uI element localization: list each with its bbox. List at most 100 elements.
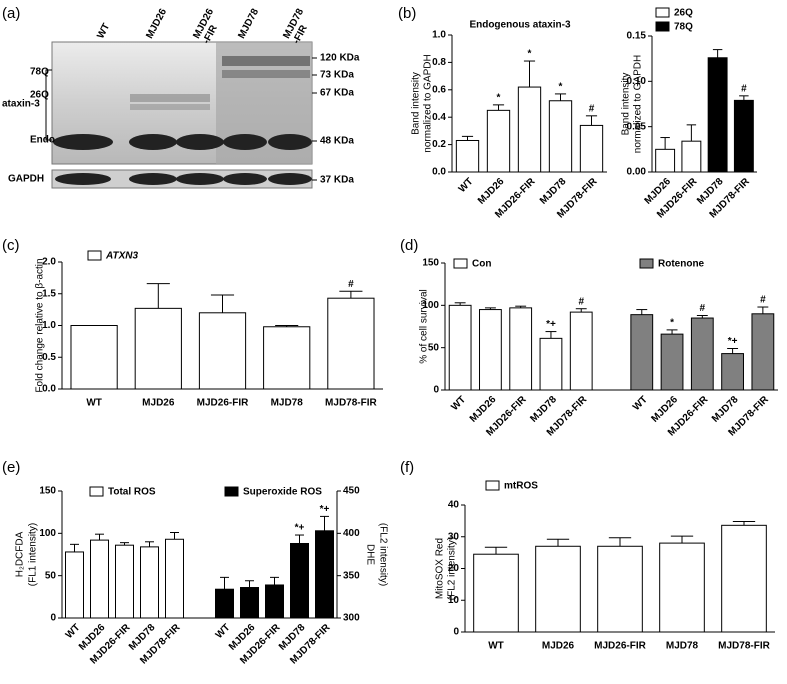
panel-label: (f) — [400, 459, 414, 476]
y-tick-label: 0 — [433, 385, 439, 396]
bar — [733, 99, 754, 173]
control-label: GAPDH — [8, 174, 44, 185]
bar — [660, 333, 684, 391]
bar — [115, 544, 134, 619]
x-tick-label: MJD78-FIR — [325, 398, 377, 409]
legend-label: ATXN3 — [105, 251, 138, 262]
legend-label: 26Q — [674, 8, 693, 19]
y-tick-label: 0.05 — [627, 121, 647, 132]
bar — [539, 337, 563, 391]
legend-swatch — [655, 7, 670, 18]
legend-swatch — [485, 480, 500, 491]
y-tick-label: 2.0 — [42, 257, 56, 268]
bar — [751, 313, 775, 391]
panel-label: (e) — [2, 459, 20, 476]
y-axis-label: Fold change relative to β-actin — [35, 258, 46, 392]
y-tick-label: 40 — [448, 500, 460, 511]
y-tick-label: 50 — [45, 570, 57, 581]
y-tick-label: 150 — [39, 486, 56, 497]
x-tick-label: WT — [86, 398, 102, 409]
marker-label: 67 KDa — [320, 88, 354, 99]
bar — [655, 148, 676, 173]
significance-label: *+ — [728, 336, 738, 347]
lane-label: WT — [95, 22, 112, 41]
legend-label: Con — [472, 259, 491, 270]
y-axis-label: Band intensity — [621, 73, 632, 136]
blot-image — [45, 41, 313, 189]
legend-swatch — [639, 258, 654, 269]
x-tick-label: WT — [214, 622, 233, 641]
x-tick-label: WT — [488, 641, 504, 652]
bar — [486, 109, 511, 173]
y-tick-label: 1.5 — [42, 288, 56, 299]
y-axis-label: normalized to GAPDH — [633, 55, 644, 153]
bar — [215, 588, 234, 619]
x-tick-label: MJD26 — [142, 398, 175, 409]
bar — [134, 307, 182, 390]
protein-label: ataxin-3 — [2, 99, 40, 110]
significance-label: # — [760, 295, 766, 306]
y-axis-label: H₂DCFDA — [15, 531, 26, 577]
y-tick-label: 0.15 — [627, 31, 647, 42]
band-label: 78Q — [30, 67, 49, 78]
y-tick-label: 100 — [39, 528, 56, 539]
y-axis-label: normalized to GAPDH — [423, 54, 434, 152]
bar — [448, 304, 472, 391]
bar — [455, 139, 480, 173]
y2-tick-label: 450 — [343, 486, 360, 497]
band-label: Endo — [30, 135, 55, 146]
bar — [165, 538, 184, 619]
bar — [65, 551, 84, 619]
x-tick-label: MJD26-FIR — [594, 641, 646, 652]
legend-label: Superoxide ROS — [243, 487, 322, 498]
significance-label: *+ — [320, 504, 330, 515]
y-tick-label: 0.00 — [627, 167, 647, 178]
y-tick-label: 0.6 — [432, 84, 446, 95]
y-axis-label: MitoSOX Red — [435, 538, 446, 599]
y-tick-label: 0.5 — [42, 352, 56, 363]
lane-label: MJD78 — [236, 7, 261, 41]
significance-label: # — [589, 103, 595, 114]
marker-label: 37 KDa — [320, 175, 354, 186]
y-tick-label: 0.10 — [627, 76, 647, 87]
y-tick-label: 100 — [422, 300, 439, 311]
bar — [479, 309, 502, 391]
lane-label: MJD26-FIR — [191, 7, 220, 46]
y-tick-label: 0.2 — [432, 139, 446, 150]
x-tick-label: MJD78 — [271, 398, 304, 409]
bar — [721, 524, 767, 633]
significance-label: * — [670, 318, 674, 329]
x-tick-label: WT — [64, 622, 83, 641]
significance-label: * — [497, 93, 501, 104]
y2-axis-label: DHE — [364, 544, 375, 565]
y-axis-label: Band intensity — [411, 72, 422, 135]
legend-swatch — [655, 21, 670, 32]
y-tick-label: 0.0 — [42, 384, 56, 395]
bar — [681, 140, 702, 173]
y-tick-label: 50 — [428, 342, 440, 353]
bar — [509, 307, 533, 391]
bar — [315, 530, 334, 619]
bar — [548, 100, 573, 173]
bar — [579, 124, 604, 173]
y-tick-label: 0 — [50, 613, 56, 624]
legend-swatch — [87, 250, 102, 261]
legend-label: mtROS — [504, 481, 538, 492]
y-tick-label: 10 — [448, 595, 460, 606]
legend-label: 78Q — [674, 22, 693, 33]
bar — [70, 325, 118, 390]
bar — [721, 353, 744, 391]
bar — [140, 546, 159, 619]
legend-swatch — [453, 258, 468, 269]
significance-label: # — [700, 303, 706, 314]
x-tick-label: WT — [449, 394, 468, 413]
x-tick-label: WT — [631, 394, 650, 413]
bar — [690, 317, 714, 391]
bar — [597, 545, 643, 633]
panel-label: (c) — [2, 237, 20, 254]
bar — [630, 314, 654, 391]
y2-axis-label: (FL2 intensity) — [377, 523, 388, 586]
legend-label: Rotenone — [658, 259, 705, 270]
lane-label-line: WT — [95, 22, 112, 41]
chart-title: Endogenous ataxin-3 — [469, 20, 571, 31]
